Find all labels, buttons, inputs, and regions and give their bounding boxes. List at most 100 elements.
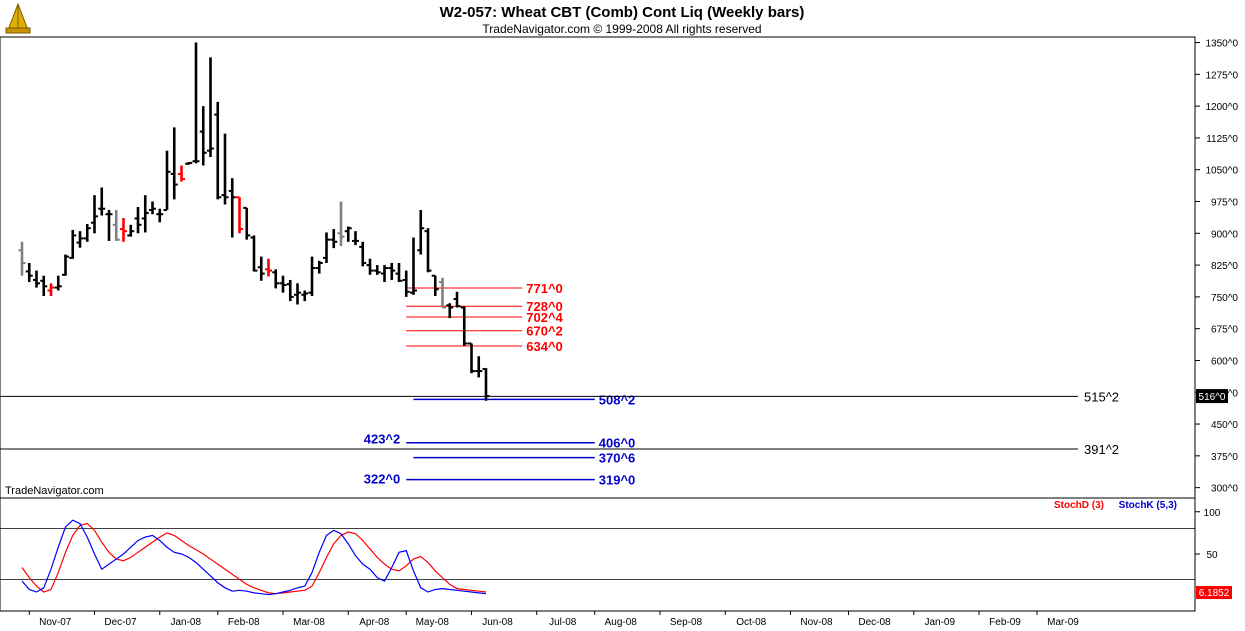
ohlc-bar <box>395 262 403 283</box>
ohlc-bar <box>388 262 396 280</box>
legend-stochk: StochK (5,3) <box>1119 500 1177 511</box>
ohlc-bar <box>308 256 316 297</box>
ohlc-bar <box>359 241 367 267</box>
x-tick-label: Jan-09 <box>924 617 955 628</box>
ohlc-bar <box>236 196 243 234</box>
ohlc-bar <box>315 260 323 274</box>
y-tick-label: 1275^0 <box>1206 70 1239 81</box>
ohlc-bar <box>468 342 475 374</box>
ohlc-bar <box>98 187 106 216</box>
ohlc-bar <box>417 209 425 255</box>
ohlc-bar <box>54 275 62 291</box>
stochastic-lines: 100 50 6.1852 <box>0 508 1232 600</box>
ohlc-bar <box>25 262 33 283</box>
ohlc-bar <box>344 226 352 242</box>
y-tick-label: 1200^0 <box>1206 102 1239 113</box>
x-tick-label: Dec-08 <box>858 617 891 628</box>
legend-stochd: StochD (3) <box>1054 500 1104 511</box>
last-price-tag <box>1196 389 1228 404</box>
chart-subtitle: TradeNavigator.com © 1999-2008 All right… <box>482 22 761 36</box>
ohlc-bar <box>402 270 410 297</box>
logo-icon <box>5 2 31 34</box>
ohlc-bar <box>250 235 258 272</box>
x-tick-label: Dec-07 <box>104 617 137 628</box>
x-tick-label: Feb-08 <box>228 617 260 628</box>
y-tick-label: 1125^0 <box>1206 134 1238 145</box>
stoch-last-label: 6.1852 <box>1199 588 1230 599</box>
level-label: 702^4 <box>526 310 563 325</box>
y-tick-label: 750^0 <box>1211 293 1238 304</box>
chart-title: W2-057: Wheat CBT (Comb) Cont Liq (Weekl… <box>440 4 805 21</box>
ohlc-bar <box>214 101 222 200</box>
ohlc-bar <box>141 195 149 233</box>
y-tick-label: 675^0 <box>1211 325 1238 336</box>
x-tick-label: Aug-08 <box>605 617 638 628</box>
x-tick-label: Sep-08 <box>670 617 703 628</box>
x-tick-label: Mar-09 <box>1047 617 1079 628</box>
ohlc-bar <box>272 269 280 289</box>
x-tick-label: Mar-08 <box>293 617 325 628</box>
ohlc-bar <box>112 209 120 241</box>
ohlc-bar <box>69 229 77 259</box>
y-tick-label: 1050^0 <box>1206 166 1239 177</box>
ohlc-bar <box>475 356 483 378</box>
ohlc-bar <box>47 283 55 297</box>
ohlc-bar <box>453 291 461 308</box>
ohlc-bar <box>439 277 446 309</box>
ohlc-bar <box>127 224 135 237</box>
ohlc-bar <box>265 258 272 277</box>
ohlc-bar <box>431 274 439 297</box>
ohlc-bar <box>178 165 185 182</box>
ohlc-bar <box>199 106 207 166</box>
stoch-series-line <box>21 519 487 596</box>
ohlc-bar <box>105 209 113 241</box>
level-label: 508^2 <box>599 392 636 407</box>
y-tick-label: 375^0 <box>1211 452 1238 463</box>
ohlc-bar <box>221 133 229 205</box>
level-label: 670^2 <box>526 324 563 339</box>
level-label: 423^2 <box>364 431 401 446</box>
x-tick-label: Feb-09 <box>989 617 1021 628</box>
ohlc-bar <box>170 127 178 200</box>
ohlc-bar <box>482 367 490 401</box>
stoch-tick-label: 100 <box>1204 508 1221 519</box>
x-tick-label: May-08 <box>416 617 450 628</box>
ohlc-bar <box>460 306 468 346</box>
level-label: 406^0 <box>599 436 636 451</box>
ohlc-bar <box>410 237 417 295</box>
ohlc-bar <box>18 241 26 276</box>
price-panel-frame <box>0 36 1196 499</box>
ohlc-bar <box>301 290 309 302</box>
ohlc-bar <box>286 279 294 302</box>
ohlc-bar <box>192 42 200 164</box>
stoch-tick-label: 50 <box>1206 550 1218 561</box>
x-tick-label: Jul-08 <box>549 617 577 628</box>
stoch-series-line <box>21 522 487 595</box>
stoch-last-tag <box>1196 586 1232 600</box>
level-label: 515^2 <box>1084 389 1119 404</box>
x-tick-label: Apr-08 <box>359 617 389 628</box>
ohlc-bar <box>91 195 98 234</box>
ohlc-bar <box>228 178 236 238</box>
ohlc-bar <box>424 228 432 273</box>
ohlc-bar <box>134 207 142 234</box>
level-label: 319^0 <box>599 473 636 488</box>
level-label: 728^0 <box>526 299 563 314</box>
ohlc-bar <box>149 201 156 215</box>
ohlc-bar <box>294 283 301 305</box>
x-tick-label: Nov-08 <box>800 617 833 628</box>
y-tick-label: 1350^0 <box>1206 39 1239 50</box>
ohlc-bar <box>279 275 287 293</box>
x-tick-label: Nov-07 <box>39 617 72 628</box>
y-tick-label: 825^0 <box>1211 261 1238 272</box>
level-label: 370^6 <box>599 451 636 466</box>
ohlc-bar <box>40 275 48 297</box>
ohlc-bar <box>352 231 359 246</box>
ohlc-bar <box>366 258 374 275</box>
y-tick-label: 600^0 <box>1211 356 1238 367</box>
ohlc-bar <box>381 265 388 283</box>
level-label: 634^0 <box>526 339 563 354</box>
ohlc-bar <box>33 270 40 288</box>
x-axis: Nov-07 Dec-07 Jan-08 Feb-08 Mar-08 Apr-08 May-… <box>28 611 1079 628</box>
